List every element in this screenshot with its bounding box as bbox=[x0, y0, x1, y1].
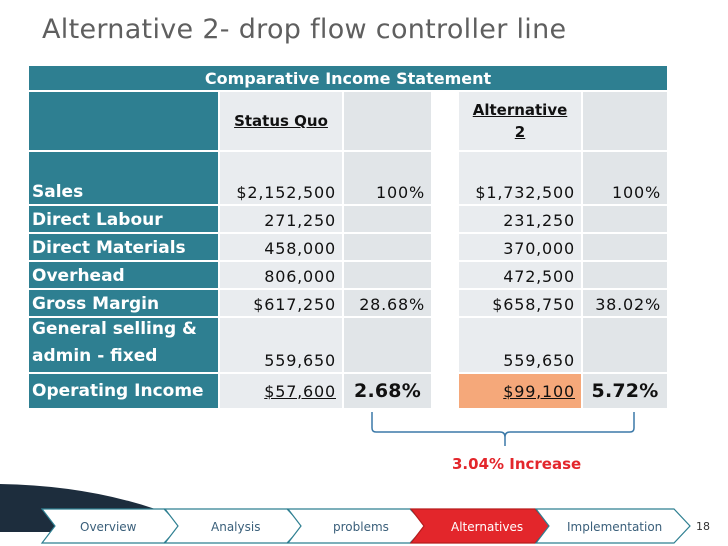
alt-value: $1,732,500 bbox=[459, 152, 581, 204]
alt-pct bbox=[583, 262, 667, 288]
row-label: Gross Margin bbox=[29, 290, 218, 316]
alt-pct: 38.02% bbox=[583, 290, 667, 316]
nav-item-alternatives[interactable]: Alternatives bbox=[451, 520, 524, 534]
sq-value: 271,250 bbox=[220, 206, 342, 232]
row-label: Sales bbox=[29, 152, 218, 204]
gap-cell bbox=[433, 318, 457, 372]
gap-cell bbox=[433, 152, 457, 204]
nav-item-problems[interactable]: problems bbox=[333, 520, 389, 534]
nav-chevron-implementation bbox=[534, 508, 691, 544]
table-header-row: Status Quo Alternative 2 bbox=[29, 92, 667, 150]
nav-chevron-problems bbox=[286, 508, 427, 544]
header-label-cell bbox=[29, 92, 218, 150]
gap-cell bbox=[433, 206, 457, 232]
sq-pct bbox=[344, 318, 431, 372]
table-row: Sales $2,152,500 100% $1,732,500 100% bbox=[29, 152, 667, 204]
sq-pct: 28.68% bbox=[344, 290, 431, 316]
sq-pct bbox=[344, 262, 431, 288]
row-label-line1: General selling & bbox=[32, 319, 197, 339]
header-alternative-line1: Alternative bbox=[472, 101, 568, 119]
alt-value: 370,000 bbox=[459, 234, 581, 260]
sq-value: 559,650 bbox=[220, 318, 342, 372]
gap-cell bbox=[433, 234, 457, 260]
table-row: Overhead 806,000 472,500 bbox=[29, 262, 667, 288]
slide-title: Alternative 2- drop flow controller line bbox=[42, 14, 567, 45]
alt-pct: 5.72% bbox=[583, 374, 667, 408]
header-alt-pct-cell bbox=[583, 92, 667, 150]
gap-cell bbox=[433, 290, 457, 316]
alt-pct bbox=[583, 318, 667, 372]
sq-value: 458,000 bbox=[220, 234, 342, 260]
nav-chevron-alternatives bbox=[409, 508, 552, 544]
alt-value: 231,250 bbox=[459, 206, 581, 232]
nav-item-implementation[interactable]: Implementation bbox=[567, 520, 663, 534]
header-status-quo-text: Status Quo bbox=[234, 112, 328, 130]
sq-pct bbox=[344, 206, 431, 232]
sq-value: 806,000 bbox=[220, 262, 342, 288]
header-alternative-line2: 2 bbox=[514, 123, 526, 141]
table-row: Gross Margin $617,250 28.68% $658,750 38… bbox=[29, 290, 667, 316]
header-sq-pct-cell bbox=[344, 92, 431, 150]
income-statement-table: Comparative Income Statement Status Quo … bbox=[29, 66, 667, 409]
header-alternative: Alternative 2 bbox=[459, 92, 581, 150]
page-number: 18 bbox=[696, 520, 710, 533]
sq-value: $2,152,500 bbox=[220, 152, 342, 204]
nav-chevron-overview bbox=[40, 508, 181, 544]
sq-value: $617,250 bbox=[220, 290, 342, 316]
gap-cell bbox=[433, 262, 457, 288]
table-row: Operating Income $57,600 2.68% $99,100 5… bbox=[29, 374, 667, 408]
alt-value: 559,650 bbox=[459, 318, 581, 372]
row-label-line2: admin - fixed bbox=[32, 346, 158, 366]
alt-pct bbox=[583, 234, 667, 260]
alt-value: $99,100 bbox=[459, 374, 581, 408]
alt-value: 472,500 bbox=[459, 262, 581, 288]
table-row: Direct Labour 271,250 231,250 bbox=[29, 206, 667, 232]
nav-item-analysis[interactable]: Analysis bbox=[211, 520, 261, 534]
header-status-quo: Status Quo bbox=[220, 92, 342, 150]
nav-chevrons bbox=[40, 508, 691, 544]
table-banner: Comparative Income Statement bbox=[29, 66, 667, 90]
sq-pct: 2.68% bbox=[344, 374, 431, 408]
row-label: General selling & admin - fixed bbox=[29, 318, 218, 372]
nav-chevron-analysis bbox=[163, 508, 304, 544]
row-label: Operating Income bbox=[29, 374, 218, 408]
row-label: Direct Materials bbox=[29, 234, 218, 260]
gap-cell bbox=[433, 92, 457, 150]
table-row: Direct Materials 458,000 370,000 bbox=[29, 234, 667, 260]
table-banner-row: Comparative Income Statement bbox=[29, 66, 667, 90]
alt-pct bbox=[583, 206, 667, 232]
row-label: Direct Labour bbox=[29, 206, 218, 232]
nav-bar bbox=[0, 484, 691, 544]
sq-pct bbox=[344, 234, 431, 260]
alt-pct: 100% bbox=[583, 152, 667, 204]
sq-value: $57,600 bbox=[220, 374, 342, 408]
alt-value: $658,750 bbox=[459, 290, 581, 316]
gap-cell bbox=[433, 374, 457, 408]
increase-label: 3.04% Increase bbox=[452, 455, 582, 473]
sq-pct: 100% bbox=[344, 152, 431, 204]
row-label: Overhead bbox=[29, 262, 218, 288]
nav-item-overview[interactable]: Overview bbox=[80, 520, 137, 534]
table-row: General selling & admin - fixed 559,650 … bbox=[29, 318, 667, 372]
